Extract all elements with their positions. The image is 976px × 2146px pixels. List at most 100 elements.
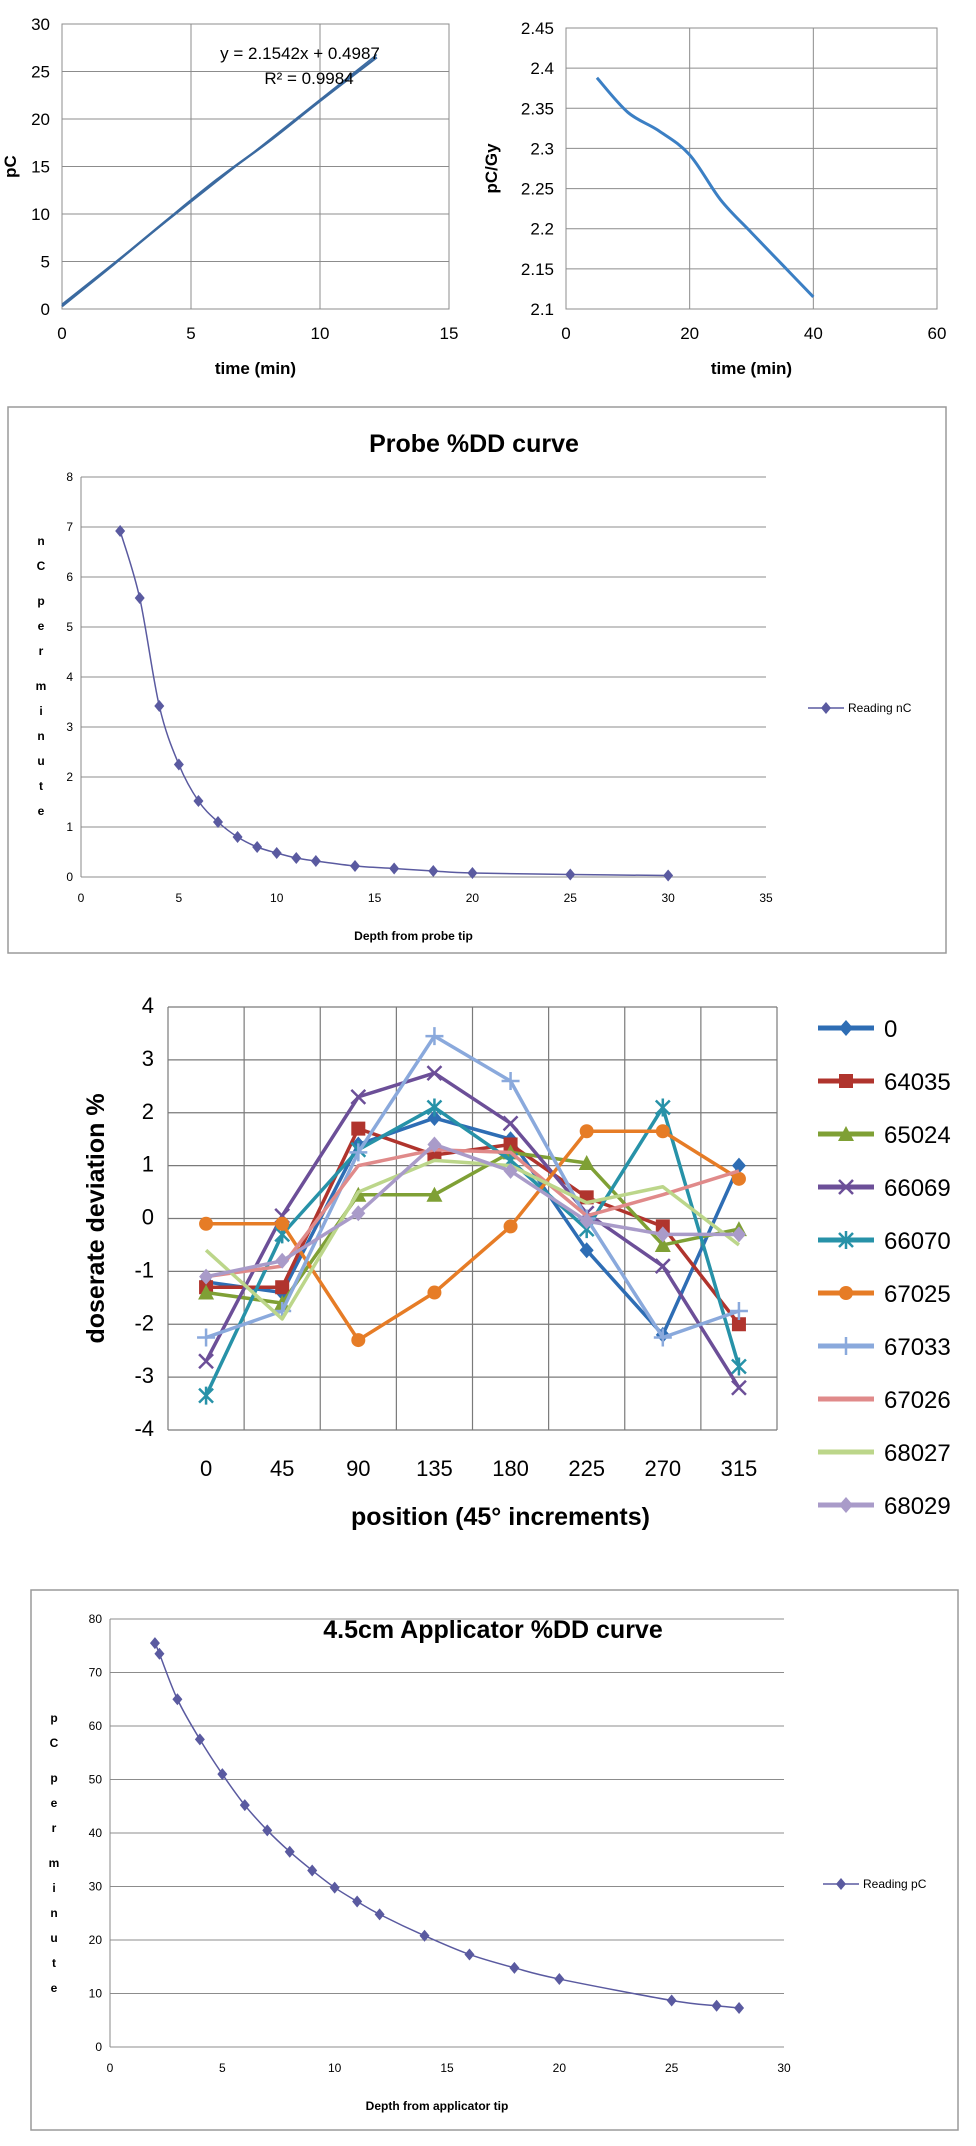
data-point [578,1154,595,1170]
data-point [199,1268,214,1285]
legend-marker [838,1231,854,1249]
y-tick-label: -4 [134,1416,154,1441]
y-tick-label: 2 [142,1099,154,1124]
y-tick-label: 60 [89,1719,103,1733]
data-point [310,855,321,867]
data-point [579,1213,594,1230]
y-tick-label: 30 [31,15,50,34]
data-point [579,1124,594,1139]
y-tick-label: 50 [89,1773,103,1787]
chart-frame [7,406,947,954]
data-point [731,1379,747,1396]
legend-label: 67033 [884,1334,951,1361]
x-tick-label: 135 [416,1456,453,1481]
data-point [579,1242,594,1259]
chart-4: -4 -3 -2 -1 0 1 2 3 4 0 45 90 135 180 225 270 315 positio… [82,993,951,1531]
series-67025 [199,1124,746,1348]
data-point [464,1948,475,1961]
data-point [284,1845,295,1858]
y-tick-label: -3 [134,1363,154,1388]
legend-marker [836,1878,846,1890]
data-point [352,1895,363,1908]
data-point [663,869,674,882]
data-point [731,1157,746,1174]
data-point [654,1258,671,1274]
x-tick-label: 60 [928,324,947,343]
legend-label: 68029 [884,1493,951,1520]
x-tick-label: 0 [200,1456,212,1481]
data-point [329,1881,340,1894]
data-point [554,1973,565,1986]
series-68029 [199,1136,746,1285]
data-point [655,1226,670,1243]
y-tick-label: 8 [66,470,73,484]
legend-label: Reading nC [848,701,912,715]
y-tick-label: 2.2 [530,220,554,239]
data-point [654,1236,671,1252]
series-line [204,1105,741,1397]
data-point [731,1171,746,1186]
chart-title: Probe %DD curve [369,430,579,458]
series-line [204,1071,741,1389]
y-tick-label: 5 [41,253,50,272]
x-tick-label: 30 [661,891,675,905]
legend-label: 65024 [884,1122,951,1149]
data-point [374,1908,385,1921]
y-tick-label: 4 [142,993,154,1018]
y-tick-label: 30 [89,1880,103,1894]
series-67033 [197,1027,748,1347]
x-tick-label: 20 [466,891,480,905]
data-point [425,1027,444,1046]
y-tick-label: -1 [134,1257,154,1282]
x-tick-label: 180 [492,1456,529,1481]
x-tick-label: 5 [219,2061,226,2075]
legend-label: 66069 [884,1175,951,1202]
y-tick-label: 80 [89,1612,103,1626]
y-tick-label: 4 [66,670,73,684]
y-tick-label: 40 [89,1826,103,1840]
data-point [232,831,243,843]
series-68027 [204,1158,740,1321]
x-tick-label: 270 [644,1456,681,1481]
x-tick-label: 0 [107,2061,114,2075]
y-tick-label: 0 [142,1205,154,1230]
legend-marker [838,1179,854,1195]
y-axis-title: doserate deviation % [82,1093,110,1343]
series-line [206,1129,740,1342]
y-tick-label: 10 [31,205,50,224]
y-tick-label: 0 [95,2040,102,2054]
data-point [275,1252,290,1269]
data-point [262,1824,273,1837]
y-tick-label: 2 [66,770,73,784]
data-point [734,2001,745,2014]
x-axis-title: time (min) [711,359,792,378]
data-point [351,1121,366,1136]
data-point [731,1317,746,1332]
chart-3: 0 1 2 3 4 5 6 7 8 0 5 10 15 20 25 30 35 Depth from probe … [7,406,947,954]
data-point [197,1328,216,1347]
data-point [426,1098,443,1117]
data-point [427,1136,442,1153]
data-point [239,1799,250,1812]
data-point [350,860,360,872]
legend-label: 0 [884,1016,897,1043]
data-point [653,1328,672,1347]
x-tick-label: 25 [665,2061,679,2075]
x-tick-label: 30 [777,2061,791,2075]
x-tick-label: 20 [680,324,699,343]
data-point [731,1226,746,1243]
data-point [502,1115,519,1132]
series-Reading pC [149,1637,745,2014]
data-point [252,841,263,853]
data-point [503,1162,518,1179]
data-point [427,1110,442,1127]
x-axis-title: Depth from applicator tip [366,2099,509,2113]
x-tick-label: 40 [804,324,823,343]
x-tick-label: 10 [311,324,330,343]
data-point [349,1143,368,1162]
data-point [351,1333,366,1348]
y-tick-label: 2.4 [530,59,554,78]
series-line [154,1642,740,2009]
legend-label: 64035 [884,1069,951,1096]
data-point [428,865,439,877]
